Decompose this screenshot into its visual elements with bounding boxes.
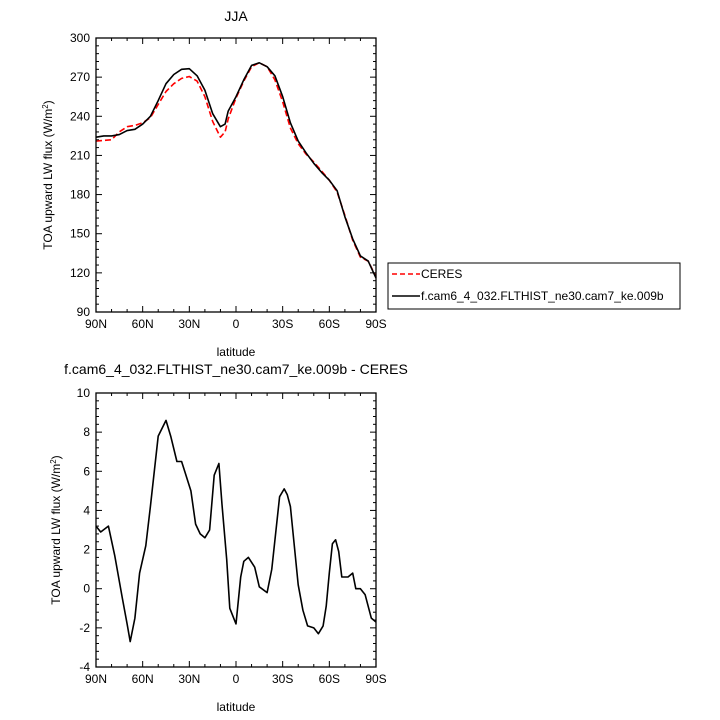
top-y-axis-label: TOA upward LW flux (W/m2): [41, 100, 55, 249]
bottom-y-tick-label: 10: [77, 386, 91, 400]
bottom-x-tick-label: 30S: [272, 672, 293, 686]
top-chart-title: JJA: [224, 8, 248, 24]
legend-box: [387, 262, 681, 310]
top-x-tick-label: 90N: [85, 317, 107, 331]
top-x-tick-label: 60N: [132, 317, 154, 331]
bottom-y-axis-label-main: TOA upward LW flux (W/m: [49, 464, 63, 605]
bottom-y-axis-label-sup: 2: [49, 459, 58, 464]
top-y-tick-label: 210: [70, 148, 90, 162]
bottom-x-tick-label: 60N: [132, 672, 154, 686]
top-y-tick-label: 150: [70, 227, 90, 241]
top-x-tick-label: 60S: [319, 317, 340, 331]
bottom-x-tick-label: 90N: [85, 672, 107, 686]
bottom-y-tick-label: -4: [79, 660, 90, 674]
bottom-y-tick-label: 2: [83, 543, 90, 557]
top-y-tick-label: 240: [70, 109, 90, 123]
bottom-y-axis-label: TOA upward LW flux (W/m2): [49, 455, 63, 604]
top-y-tick-label: 180: [70, 188, 90, 202]
top-y-tick-label: 300: [70, 31, 90, 45]
legend-label-model: f.cam6_4_032.FLTHIST_ne30.cam7_ke.009b: [421, 289, 664, 303]
bottom-panel: f.cam6_4_032.FLTHIST_ne30.cam7_ke.009b -…: [49, 361, 408, 714]
bottom-series-line-0: [95, 419, 377, 643]
bottom-y-tick-label: 6: [83, 464, 90, 478]
top-y-axis-label-end: ): [41, 100, 55, 104]
bottom-y-tick-label: 8: [83, 425, 90, 439]
top-chart-ticks: 90N 60N 30N 0 30S 60S 90S 90 120 150 180 210 240 270 3…: [70, 31, 387, 331]
bottom-x-axis-label: latitude: [217, 700, 256, 714]
bottom-plot-frame: [95, 392, 377, 668]
legend: CERES f.cam6_4_032.FLTHIST_ne30.cam7_ke.…: [387, 262, 681, 310]
top-y-tick-label: 270: [70, 70, 90, 84]
top-y-tick-label: 120: [70, 266, 90, 280]
bottom-y-tick-label: 0: [83, 582, 90, 596]
bottom-x-tick-label: 90S: [365, 672, 386, 686]
top-x-tick-label: 30N: [178, 317, 200, 331]
bottom-y-tick-label: -2: [79, 621, 90, 635]
legend-label-ceres: CERES: [421, 267, 462, 281]
top-panel: JJA 90N 60N 30N 0 30S 60S 90S 90 120 150 180 210 240…: [41, 8, 387, 359]
bottom-x-tick-label: 60S: [319, 672, 340, 686]
top-y-axis-label-sup: 2: [41, 104, 50, 109]
bottom-x-tick-label: 30N: [178, 672, 200, 686]
top-x-axis-label: latitude: [217, 345, 256, 359]
top-plot-frame: [95, 37, 377, 313]
bottom-y-axis-label-end: ): [49, 455, 63, 459]
top-x-tick-label: 0: [233, 317, 240, 331]
top-series-line-1: [95, 61, 377, 279]
top-x-tick-label: 30S: [272, 317, 293, 331]
top-y-axis-label-main: TOA upward LW flux (W/m: [41, 109, 55, 250]
bottom-chart-ticks: 90N 60N 30N 0 30S 60S 90S -4 -2 0 2 4 6 8 10: [77, 386, 387, 686]
bottom-x-tick-label: 0: [233, 672, 240, 686]
bottom-y-tick-label: 4: [83, 503, 90, 517]
bottom-chart-title: f.cam6_4_032.FLTHIST_ne30.cam7_ke.009b -…: [64, 361, 408, 377]
top-x-tick-label: 90S: [365, 317, 386, 331]
top-chart-marks: [95, 61, 377, 279]
top-y-tick-label: 90: [77, 305, 91, 319]
bottom-chart-marks: [95, 419, 377, 643]
